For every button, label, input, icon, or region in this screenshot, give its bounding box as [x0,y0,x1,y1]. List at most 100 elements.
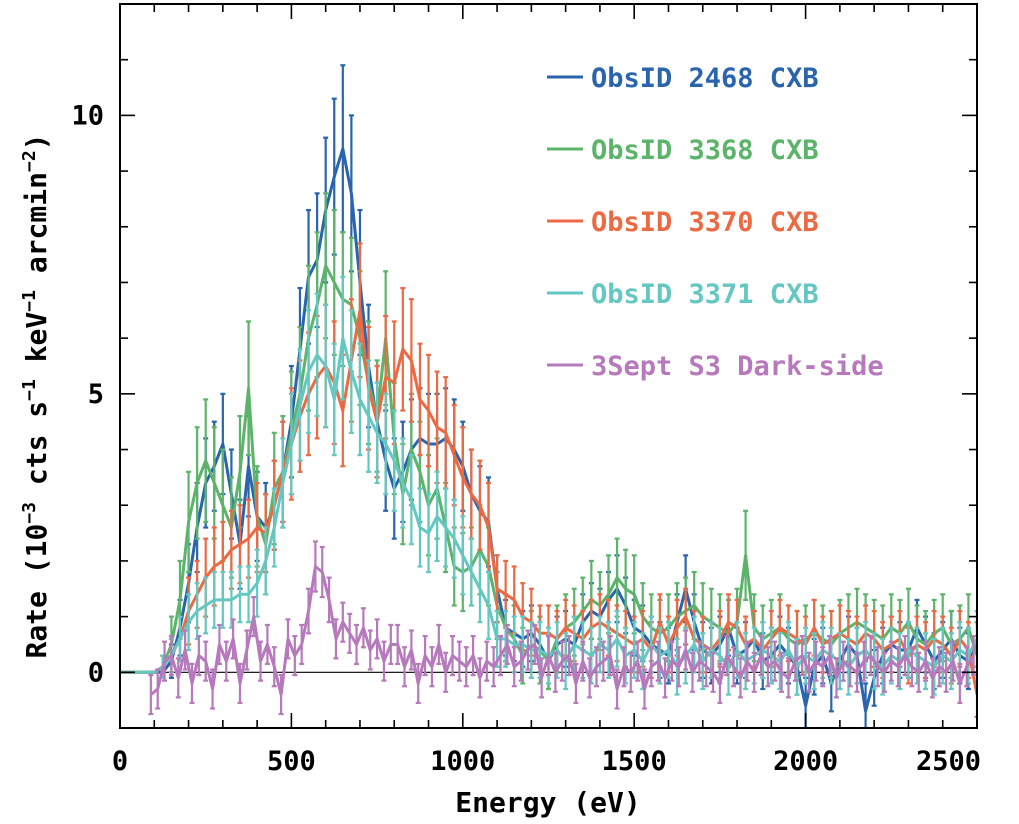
data-point [641,660,644,662]
series-5 [148,540,977,716]
data-point [564,660,567,662]
data-point [684,615,687,618]
data-point [427,409,430,412]
data-point [256,526,258,529]
data-point [177,677,180,679]
x-tick-label: 2000 [773,746,838,777]
data-point [225,660,228,662]
data-point [427,532,430,534]
data-point [410,649,413,651]
data-point [813,626,815,629]
data-point [252,615,255,618]
data-point [521,643,524,646]
data-point [967,654,970,657]
data-point [568,654,570,657]
x-tick-label: 0 [112,746,128,777]
data-point [328,599,330,601]
data-point [444,432,447,434]
data-point [710,649,713,651]
data-point [849,665,851,668]
legend-label: ObsID 3371 CXB [591,279,819,310]
data-point [307,370,310,373]
data-point [470,571,473,573]
data-point [367,415,370,417]
data-point [410,359,413,362]
data-point [864,710,867,713]
data-point [287,638,289,640]
data-point [213,565,216,568]
y-axis-title-sup-a: −3 [19,502,40,524]
data-point [396,643,399,646]
data-point [438,643,440,646]
data-point [213,482,216,484]
data-point [496,587,498,590]
data-point [581,660,584,662]
data-point [232,638,234,640]
data-point [842,660,845,662]
data-point [417,682,420,685]
data-point [222,504,224,507]
data-point [462,554,464,557]
data-point [196,610,198,612]
data-point [479,504,481,507]
data-point [487,526,490,529]
data-point [282,482,284,484]
y-axis-title: Rate (10−3 cts s−1 keV−1 arcmin−2) [19,133,53,658]
data-point [533,643,536,646]
data-point [390,643,392,646]
data-point [204,604,207,607]
data-point [424,654,426,657]
data-point [924,660,927,662]
data-point [607,593,610,596]
data-point [300,643,303,646]
data-point [602,660,605,662]
data-point [869,654,872,657]
data-point [794,660,797,662]
data-point [419,471,421,473]
data-point [636,660,639,662]
data-point [804,654,807,657]
data-point [239,543,241,546]
data-point [684,649,687,651]
data-point [664,677,666,679]
data-point [701,660,704,662]
data-point [732,665,735,668]
data-point [796,665,798,668]
data-point [629,671,632,674]
data-point [616,576,618,579]
data-point [945,671,947,674]
data-point [355,643,358,646]
data-point [266,643,269,646]
data-point [719,654,721,657]
data-point [705,665,707,668]
data-point [959,649,961,651]
data-point [736,649,738,651]
data-point [444,526,447,529]
data-point [761,649,764,651]
data-point [643,688,646,690]
data-point [911,665,913,668]
data-point [773,660,776,662]
data-point [485,660,488,662]
data-point [504,638,507,640]
data-point [431,665,433,668]
data-point [719,682,721,685]
data-point [693,604,695,607]
data-point [691,671,694,674]
data-point [698,660,701,662]
data-point [170,654,173,657]
data-point [342,337,344,339]
data-point [499,654,502,657]
y-axis-title-sup-d: −2 [19,150,40,172]
data-point [671,660,673,662]
data-point [657,660,659,662]
data-point [444,671,447,674]
x-axis-title: Energy (eV) [455,786,640,819]
data-point [410,448,413,451]
legend-label: 3Sept S3 Dark-side [591,351,884,382]
data-point [554,671,557,674]
data-point [247,465,250,468]
data-point [239,682,241,685]
legend-label: ObsID 3368 CXB [591,135,819,166]
